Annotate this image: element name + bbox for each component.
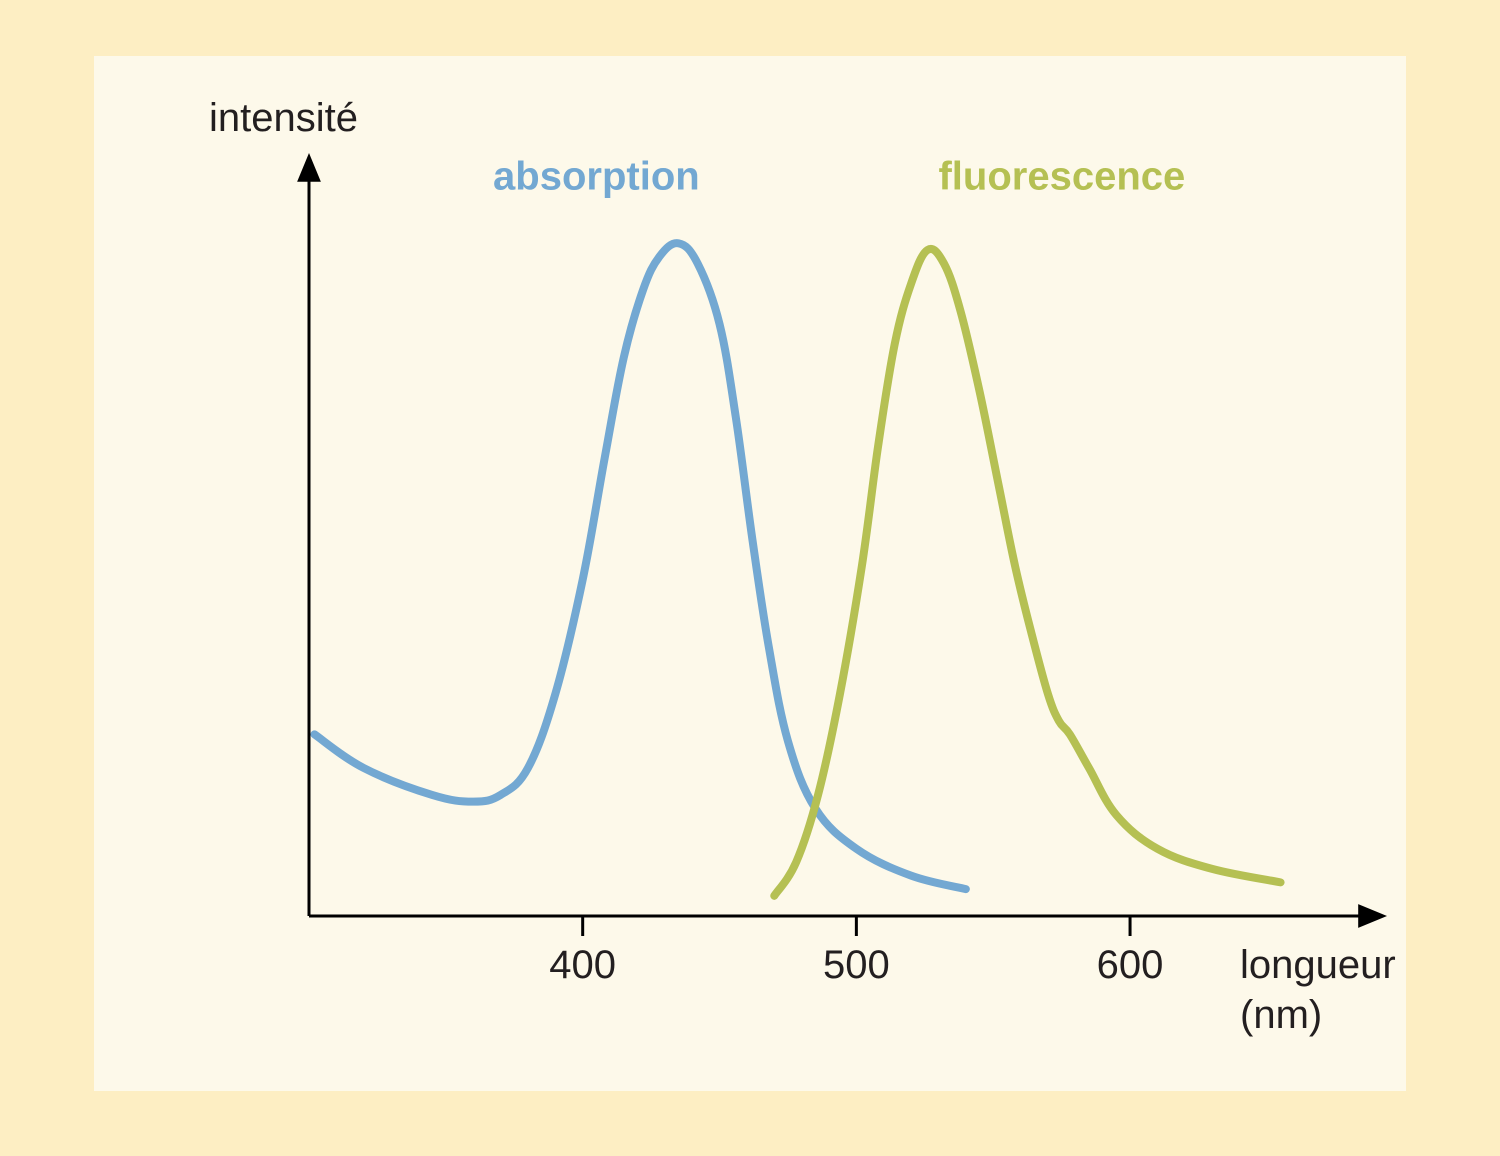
spectrum-chart: 400 500 600 intensité longueur d'onde (nm) abs… [94, 56, 1406, 1091]
x-axis-unit-label: (nm) [1240, 993, 1322, 1037]
x-tick-label: 600 [1097, 943, 1164, 987]
y-axis-arrow [297, 153, 321, 182]
absorption-label: absorption [493, 154, 700, 198]
x-axis-label: longueur d'onde [1240, 943, 1406, 987]
y-axis-label: intensité [209, 96, 358, 140]
absorption-curve [314, 243, 965, 889]
x-tick-label: 500 [823, 943, 890, 987]
x-tick-label: 400 [549, 943, 616, 987]
fluorescence-curve [774, 249, 1280, 896]
chart-panel: 400 500 600 intensité longueur d'onde (nm) abs… [94, 56, 1406, 1091]
fluorescence-label: fluorescence [938, 154, 1185, 198]
x-axis-arrow [1358, 904, 1387, 928]
